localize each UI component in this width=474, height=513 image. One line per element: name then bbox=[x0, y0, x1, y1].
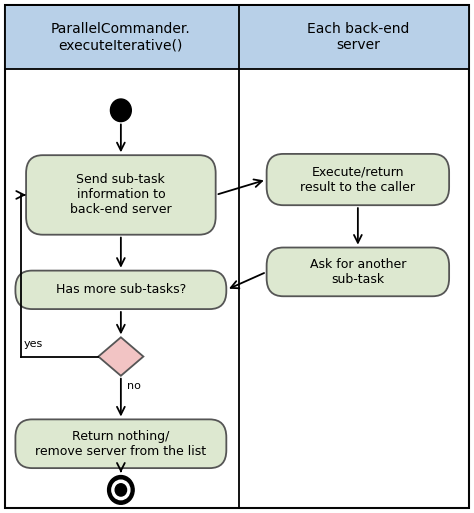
Circle shape bbox=[110, 99, 131, 122]
Text: Ask for another
sub-task: Ask for another sub-task bbox=[310, 258, 406, 286]
Text: ParallelCommander.
executeIterative(): ParallelCommander. executeIterative() bbox=[51, 22, 191, 52]
FancyBboxPatch shape bbox=[5, 5, 239, 69]
FancyBboxPatch shape bbox=[15, 271, 227, 309]
Text: Execute/return
result to the caller: Execute/return result to the caller bbox=[301, 166, 415, 193]
Text: Has more sub-tasks?: Has more sub-tasks? bbox=[56, 283, 186, 297]
Text: yes: yes bbox=[24, 339, 43, 349]
Text: Each back-end
server: Each back-end server bbox=[307, 22, 409, 52]
Circle shape bbox=[112, 480, 130, 500]
FancyBboxPatch shape bbox=[15, 420, 227, 468]
FancyBboxPatch shape bbox=[266, 248, 449, 297]
FancyBboxPatch shape bbox=[266, 154, 449, 205]
Polygon shape bbox=[99, 338, 143, 376]
FancyBboxPatch shape bbox=[239, 5, 469, 69]
Text: Return nothing/
remove server from the list: Return nothing/ remove server from the l… bbox=[35, 430, 207, 458]
Circle shape bbox=[108, 476, 134, 504]
Text: no: no bbox=[127, 381, 140, 391]
Circle shape bbox=[115, 484, 127, 496]
Text: Send sub-task
information to
back-end server: Send sub-task information to back-end se… bbox=[70, 173, 172, 216]
FancyBboxPatch shape bbox=[5, 5, 469, 508]
FancyBboxPatch shape bbox=[26, 155, 216, 235]
